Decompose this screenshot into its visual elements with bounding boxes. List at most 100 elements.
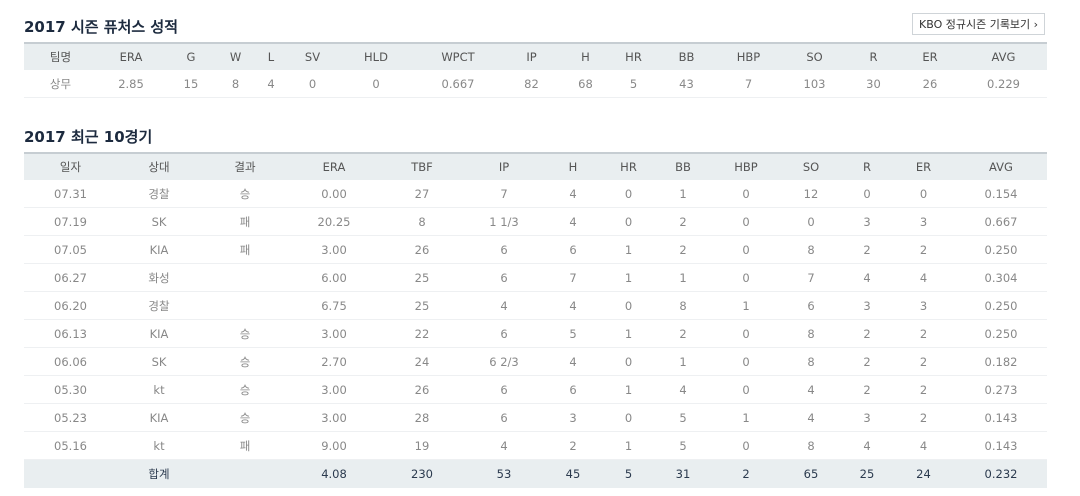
total-cell (201, 459, 289, 488)
table-row: 06.20 경찰 6.75 25 4 4 0 8 1 6 3 3 0.250 (24, 291, 1047, 320)
total-cell: 0.232 (955, 459, 1047, 488)
table-cell: 2 (543, 431, 603, 460)
table-cell: 2.85 (97, 70, 165, 98)
table-cell: 4 (892, 431, 955, 460)
table-cell: 2 (654, 319, 712, 348)
column-header: L (254, 42, 288, 70)
table-cell: 5 (654, 403, 712, 432)
table-cell: 8 (379, 207, 465, 236)
table-cell: 4 (892, 263, 955, 292)
table-cell: 1 (654, 263, 712, 292)
table-cell: 05.16 (24, 431, 117, 460)
table-cell: 5 (609, 70, 658, 98)
column-header: HBP (712, 152, 780, 180)
table-row: 05.16 kt 패 9.00 19 4 2 1 5 0 8 4 4 0.143 (24, 431, 1047, 460)
total-cell: 24 (892, 459, 955, 488)
table-cell: 승 (201, 375, 289, 404)
table-cell: 0.143 (955, 403, 1047, 432)
table-cell: 30 (847, 70, 900, 98)
column-header: 결과 (201, 152, 289, 180)
table-cell: 3 (842, 207, 892, 236)
table-cell: 19 (379, 431, 465, 460)
total-cell: 230 (379, 459, 465, 488)
table-cell: 1 (603, 235, 654, 264)
table-cell: 3.00 (289, 319, 379, 348)
table-cell: 0.250 (955, 291, 1047, 320)
table-cell: 0.304 (955, 263, 1047, 292)
table-cell: 0 (780, 207, 842, 236)
table-cell: 화성 (117, 263, 201, 292)
table-cell: 4 (543, 291, 603, 320)
table-row: 05.30 kt 승 3.00 26 6 6 1 4 0 4 2 2 0.273 (24, 375, 1047, 404)
table-cell: 1 (712, 403, 780, 432)
table-cell: 20.25 (289, 207, 379, 236)
table-cell: 6 2/3 (465, 347, 543, 376)
table-cell: 8 (780, 319, 842, 348)
table-cell: 패 (201, 235, 289, 264)
table-cell: 7 (780, 263, 842, 292)
table-cell: 6 (543, 235, 603, 264)
table-cell: 1 (603, 263, 654, 292)
table-cell: 0 (337, 70, 415, 98)
total-row: 합계 4.08 230 53 45 5 31 2 65 25 24 0.232 (24, 459, 1047, 488)
column-header: ERA (289, 152, 379, 180)
table-cell: 43 (658, 70, 715, 98)
total-cell: 45 (543, 459, 603, 488)
table-cell: 5 (654, 431, 712, 460)
table-cell: 0 (712, 235, 780, 264)
total-cell: 4.08 (289, 459, 379, 488)
table-cell: 4 (543, 347, 603, 376)
kbo-regular-season-button[interactable]: KBO 정규시즌 기록보기 › (912, 13, 1046, 35)
table-cell: 25 (379, 263, 465, 292)
column-header: H (543, 152, 603, 180)
table-cell: KIA (117, 403, 201, 432)
table-cell: 82 (501, 70, 562, 98)
column-header: SV (288, 42, 337, 70)
column-header: H (562, 42, 609, 70)
table-cell: 0 (842, 180, 892, 208)
table-cell: 6 (465, 263, 543, 292)
table-cell: 22 (379, 319, 465, 348)
column-header: AVG (960, 42, 1047, 70)
recent-title: 2017 최근 10경기 (24, 128, 153, 146)
total-cell: 31 (654, 459, 712, 488)
table-cell: 0.143 (955, 431, 1047, 460)
table-cell: 0 (712, 431, 780, 460)
table-cell: 9.00 (289, 431, 379, 460)
column-header: 팀명 (24, 42, 97, 70)
table-cell: 12 (780, 180, 842, 208)
table-cell: 승 (201, 319, 289, 348)
table-cell: 0.667 (415, 70, 501, 98)
column-header: ER (900, 42, 960, 70)
table-cell: 5 (543, 319, 603, 348)
table-cell: 2 (892, 403, 955, 432)
table-cell: 26 (379, 375, 465, 404)
table-cell: 2 (892, 319, 955, 348)
table-cell: 1 (603, 431, 654, 460)
table-cell: 0 (712, 207, 780, 236)
column-header: R (842, 152, 892, 180)
table-cell: 1 (603, 375, 654, 404)
table-cell: 25 (379, 291, 465, 320)
table-cell: 2 (842, 235, 892, 264)
column-header: IP (501, 42, 562, 70)
recent-games-table: 일자 상대 결과 ERA TBF IP H HR BB HBP SO R ER AVG 07.31 경찰 승 0.… (24, 152, 1047, 488)
table-cell: 0 (712, 180, 780, 208)
column-header: 일자 (24, 152, 117, 180)
column-header: HBP (715, 42, 782, 70)
table-cell: 0.667 (955, 207, 1047, 236)
table-cell: 0 (712, 263, 780, 292)
table-cell: 2.70 (289, 347, 379, 376)
column-header: ERA (97, 42, 165, 70)
table-row: 06.13 KIA 승 3.00 22 6 5 1 2 0 8 2 2 0.250 (24, 319, 1047, 348)
season-stats-table: 팀명 ERA G W L SV HLD WPCT IP H HR BB HBP SO R ER AVG 상무 2.8… (24, 42, 1047, 98)
table-cell: KIA (117, 319, 201, 348)
table-cell: 4 (465, 431, 543, 460)
table-cell: 4 (543, 207, 603, 236)
table-cell: 06.13 (24, 319, 117, 348)
table-cell: 6 (543, 375, 603, 404)
table-row: 07.19 SK 패 20.25 8 1 1/3 4 0 2 0 0 3 3 0.667 (24, 207, 1047, 236)
table-cell: 0.182 (955, 347, 1047, 376)
table-cell: 0 (712, 375, 780, 404)
table-cell: SK (117, 347, 201, 376)
